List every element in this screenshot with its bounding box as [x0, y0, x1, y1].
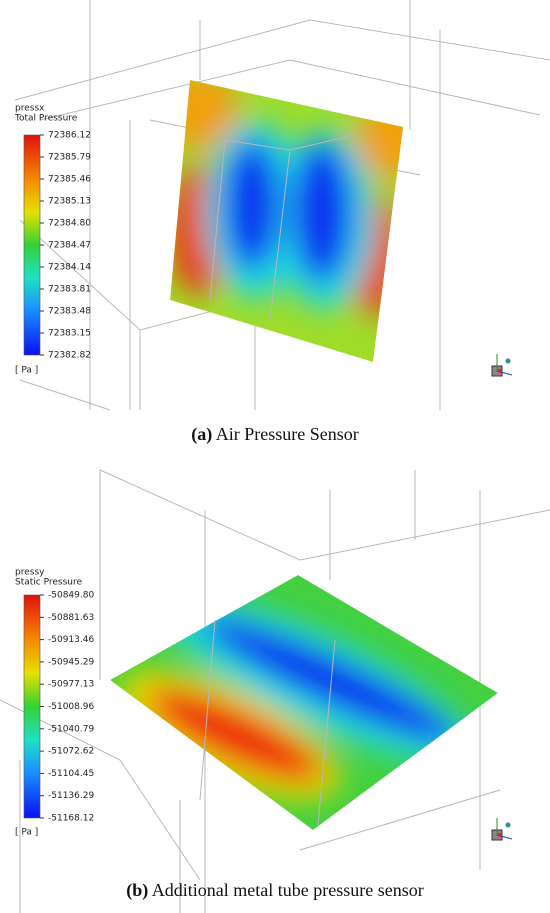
axis-triad [491, 818, 513, 841]
wireframe-a-front [209, 134, 356, 321]
colorbar-label: 72385.13 [48, 197, 91, 207]
colorbar-label: 72385.46 [48, 175, 91, 185]
legend-quantity: Total Pressure [14, 114, 78, 124]
colorbar-label: 72384.47 [48, 241, 91, 251]
colorbar [23, 134, 41, 356]
colorbar-label: -51008.96 [48, 702, 94, 712]
colorbar-label: -51104.45 [48, 769, 94, 779]
caption: (a) Air Pressure Sensor [191, 424, 359, 445]
legend-variable: pressx [15, 104, 45, 114]
colorbar-label: -51072.62 [48, 747, 94, 757]
colorbar-label: -50913.46 [48, 635, 94, 645]
colorbar-label: -51136.29 [48, 791, 94, 801]
contour-a [170, 80, 403, 362]
colorbar-label: 72383.48 [48, 307, 91, 317]
colorbar-label: -50881.63 [48, 613, 94, 623]
legend-quantity: Static Pressure [15, 578, 82, 588]
colorbar-label: 72384.14 [48, 263, 91, 273]
caption-label: (b) [126, 880, 148, 901]
axis-icons [491, 354, 513, 841]
colorbar-label: 72384.80 [48, 219, 91, 229]
legend-unit: [ Pa ] [15, 366, 38, 376]
colorbar-label: 72383.15 [48, 329, 91, 339]
colorbar-label: -50945.29 [48, 657, 94, 667]
colorbar-label: 72382.82 [48, 351, 91, 361]
colorbar-label: -50849.80 [48, 591, 94, 601]
colorbar-label: 72386.12 [48, 131, 91, 141]
caption-text: Additional metal tube pressure sensor [152, 880, 424, 900]
colorbar-label: 72383.81 [48, 285, 91, 295]
caption-label: (a) [191, 424, 212, 445]
contour-b [110, 575, 498, 830]
colorbar-label: -51040.79 [48, 724, 94, 734]
colorbar [23, 594, 41, 819]
caption-text: Air Pressure Sensor [216, 424, 359, 444]
axis-triad [491, 354, 513, 377]
legend-variable: pressy [15, 568, 45, 578]
colorbar-label: 72385.79 [48, 153, 91, 163]
colorbar-label: -50977.13 [48, 680, 94, 690]
caption: (b) Additional metal tube pressure senso… [126, 880, 423, 901]
colorbar-label: -51168.12 [48, 814, 94, 824]
wireframe-b-front [199, 619, 336, 826]
legend-unit: [ Pa ] [15, 828, 38, 838]
